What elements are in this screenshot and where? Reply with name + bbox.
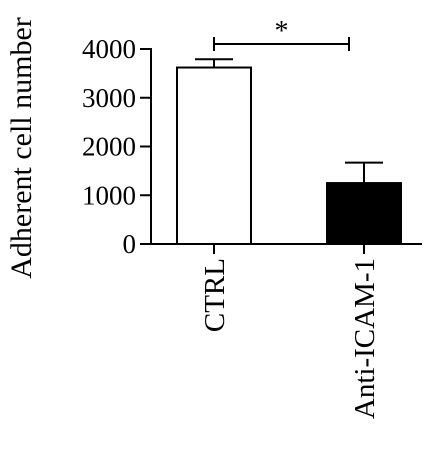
x-tick-label: CTRL: [199, 258, 231, 332]
x-tick-label: Anti-ICAM-1: [349, 258, 381, 419]
y-tick-label: 0: [123, 229, 137, 259]
significance-label: *: [275, 16, 289, 47]
y-tick-label: 3000: [82, 83, 136, 113]
bar-ctrl: [176, 66, 252, 246]
y-axis-title: Adherent cell number: [5, 17, 38, 279]
plot-area: 0 1000 2000 3000 4000 CTRL Anti-ICAM-1 *: [82, 16, 422, 419]
y-tick-label: 4000: [82, 34, 136, 64]
y-tick-label: 2000: [82, 132, 136, 162]
bar-anti-icam-1: [326, 182, 402, 245]
y-tick-label: 1000: [82, 180, 136, 210]
y-axis-title-group: Adherent cell number: [5, 17, 38, 279]
